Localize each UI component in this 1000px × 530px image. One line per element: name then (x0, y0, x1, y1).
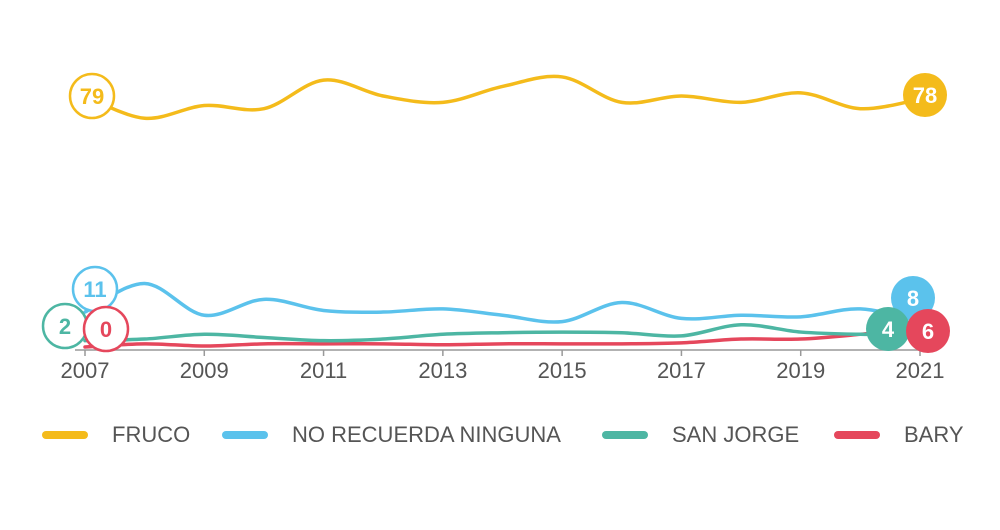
x-tick-label: 2011 (300, 358, 347, 383)
legend-item-san-jorge: SAN JORGE (602, 422, 799, 448)
legend-label: FRUCO (112, 422, 191, 447)
x-tick-label: 2013 (418, 358, 467, 383)
x-tick-label: 2017 (657, 358, 706, 383)
x-tick-label: 2007 (61, 358, 110, 383)
start-value-bubble (82, 305, 130, 353)
end-value-bubble (891, 276, 935, 320)
series-line-no-recuerda-ninguna (83, 281, 922, 324)
legend-label: NO RECUERDA NINGUNA (292, 422, 561, 447)
x-tick-label: 2021 (896, 358, 945, 383)
start-value-bubble (68, 72, 116, 120)
x-tick-label: 2015 (538, 358, 587, 383)
legend-item-bary: BARY (834, 422, 964, 448)
legend-label: BARY (904, 422, 964, 447)
start-value-label: 79 (80, 84, 104, 109)
x-tick-label: 2009 (180, 358, 229, 383)
legend-label: SAN JORGE (672, 422, 800, 447)
start-value-label: 0 (100, 317, 112, 342)
end-value-label: 4 (882, 317, 895, 342)
legend-item-fruco: FRUCO (42, 422, 190, 448)
end-value-label: 78 (913, 83, 937, 108)
x-tick-label: 2019 (776, 358, 825, 383)
series-line-san-jorge (83, 323, 922, 343)
legend-swatch (834, 431, 880, 439)
start-value-label: 11 (83, 277, 106, 302)
legend-swatch (222, 431, 268, 439)
legend-swatch (42, 431, 88, 439)
end-value-bubble (903, 73, 947, 117)
start-value-label: 2 (59, 314, 71, 339)
legend: FRUCO NO RECUERDA NINGUNA SAN JORGE BARY (0, 422, 1000, 452)
series-line-fruco (83, 74, 922, 120)
end-value-bubble (866, 307, 910, 351)
end-value-bubble (906, 309, 950, 353)
series-line-bary (83, 326, 922, 349)
end-value-label: 8 (907, 286, 919, 311)
legend-item-no-recuerda: NO RECUERDA NINGUNA (222, 422, 561, 448)
end-value-label: 6 (922, 319, 934, 344)
line-chart: 2007 2009 2011 2013 2015 2017 2019 2021 84 6 78 2 11… (41, 72, 950, 383)
legend-swatch (602, 431, 648, 439)
